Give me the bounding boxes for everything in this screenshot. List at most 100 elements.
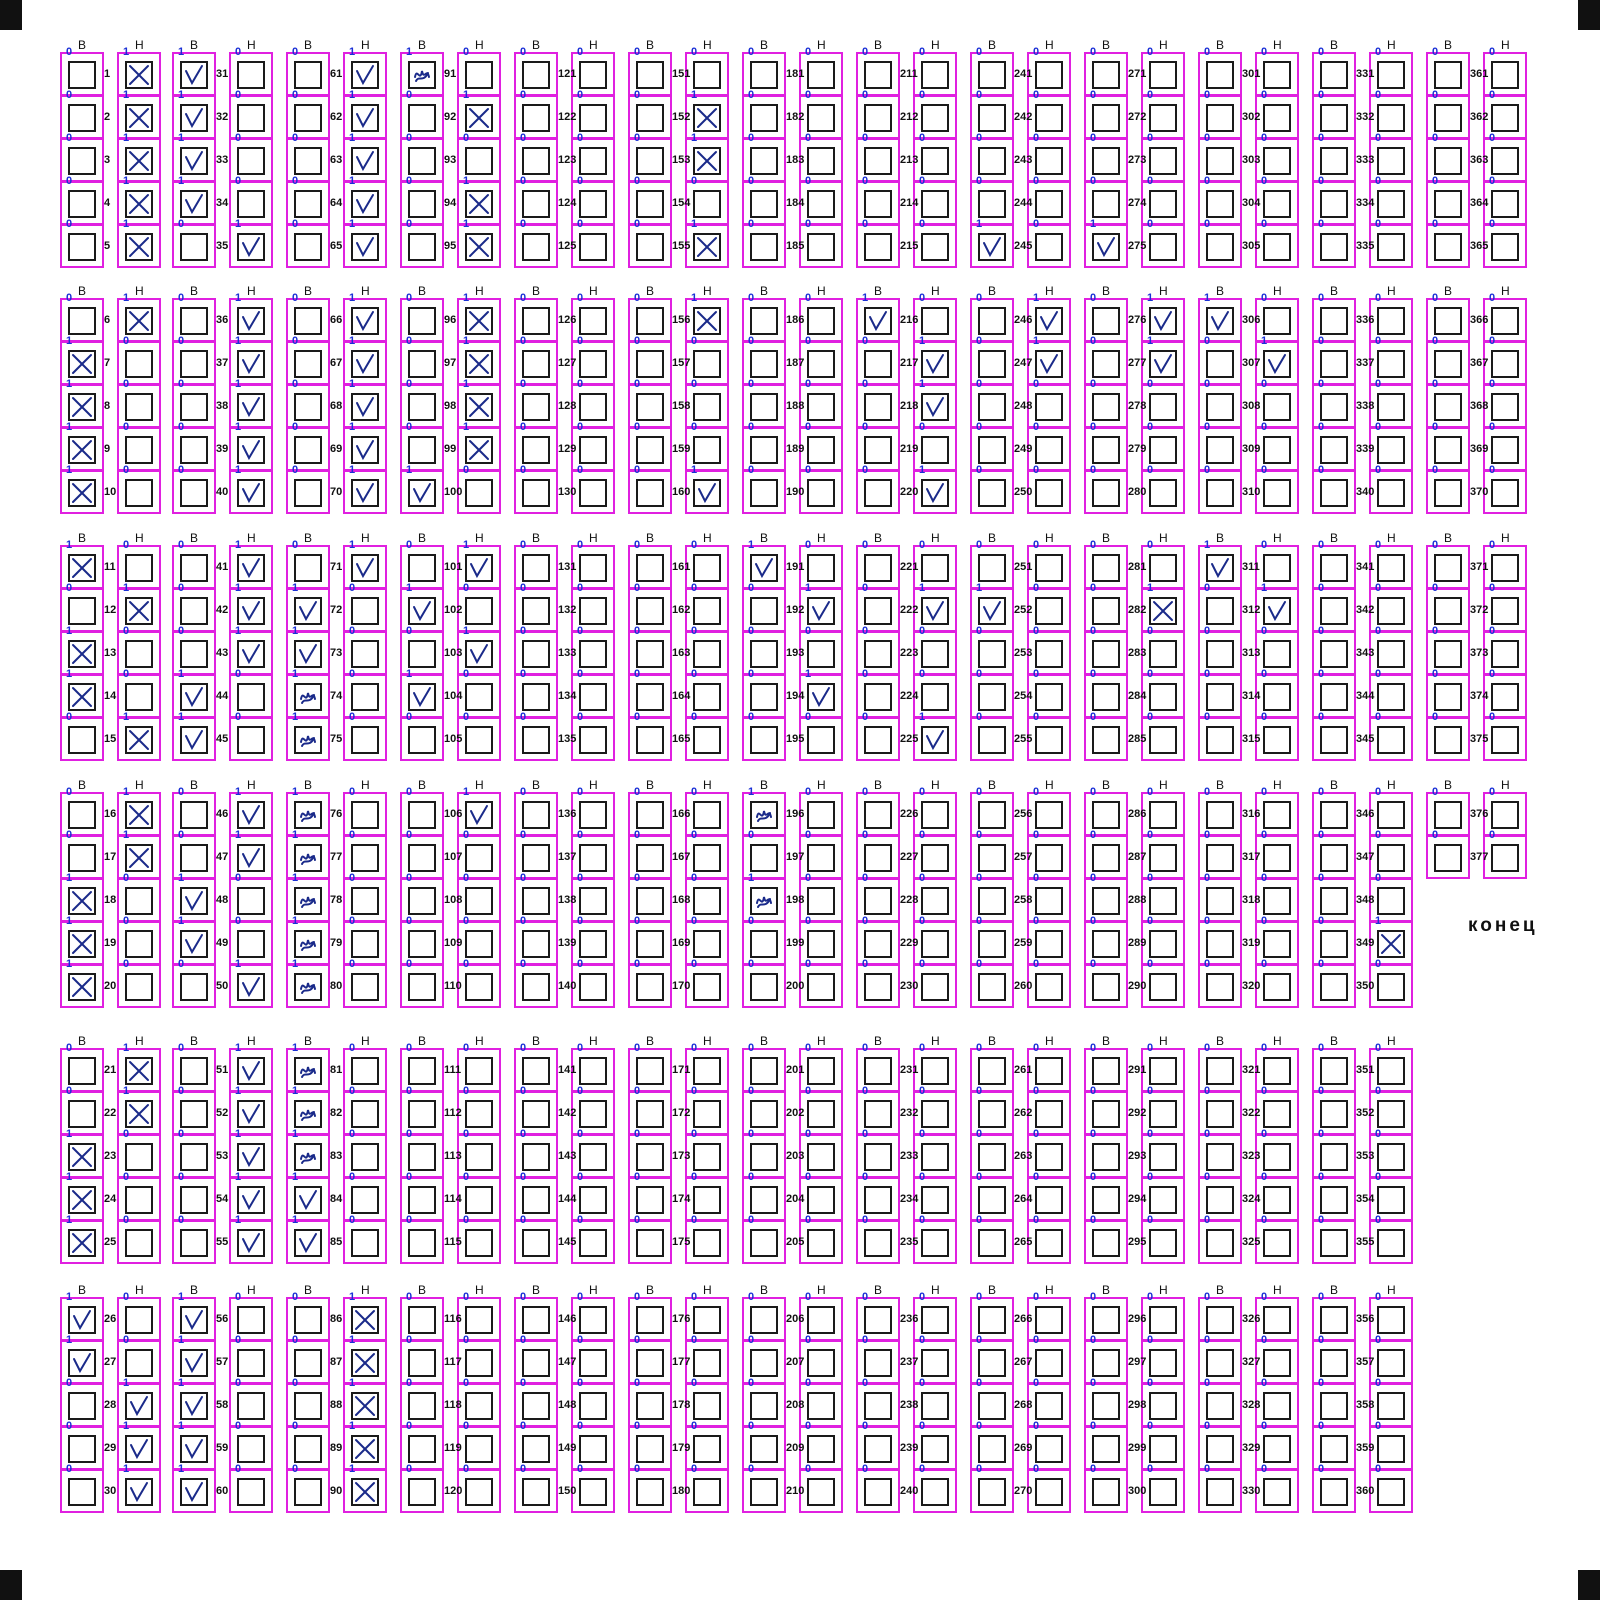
answer-box-v-193[interactable]: [750, 640, 778, 668]
answer-box-v-50[interactable]: [180, 973, 208, 1001]
answer-box-n-55[interactable]: [237, 1229, 265, 1257]
answer-box-n-257[interactable]: [1035, 844, 1063, 872]
answer-box-n-155[interactable]: [693, 233, 721, 261]
answer-box-n-152[interactable]: [693, 104, 721, 132]
answer-box-n-115[interactable]: [465, 1229, 493, 1257]
answer-box-v-361[interactable]: [1434, 61, 1462, 89]
answer-box-n-91[interactable]: [465, 61, 493, 89]
answer-box-n-184[interactable]: [807, 190, 835, 218]
answer-box-v-338[interactable]: [1320, 393, 1348, 421]
answer-box-n-112[interactable]: [465, 1100, 493, 1128]
answer-box-n-7[interactable]: [125, 350, 153, 378]
answer-box-n-258[interactable]: [1035, 887, 1063, 915]
answer-box-v-348[interactable]: [1320, 887, 1348, 915]
answer-box-n-226[interactable]: [921, 801, 949, 829]
answer-box-n-237[interactable]: [921, 1349, 949, 1377]
answer-box-v-89[interactable]: [294, 1435, 322, 1463]
answer-box-n-302[interactable]: [1263, 104, 1291, 132]
answer-box-v-45[interactable]: [180, 726, 208, 754]
answer-box-v-51[interactable]: [180, 1057, 208, 1085]
answer-box-v-352[interactable]: [1320, 1100, 1348, 1128]
answer-box-n-281[interactable]: [1149, 554, 1177, 582]
answer-box-n-11[interactable]: [125, 554, 153, 582]
answer-box-v-320[interactable]: [1206, 973, 1234, 1001]
answer-box-v-148[interactable]: [522, 1392, 550, 1420]
answer-box-n-29[interactable]: [125, 1435, 153, 1463]
answer-box-v-182[interactable]: [750, 104, 778, 132]
answer-box-v-104[interactable]: [408, 683, 436, 711]
answer-box-n-165[interactable]: [693, 726, 721, 754]
answer-box-n-366[interactable]: [1491, 307, 1519, 335]
answer-box-n-185[interactable]: [807, 233, 835, 261]
answer-box-v-177[interactable]: [636, 1349, 664, 1377]
answer-box-n-323[interactable]: [1263, 1143, 1291, 1171]
answer-box-v-355[interactable]: [1320, 1229, 1348, 1257]
answer-box-v-289[interactable]: [1092, 930, 1120, 958]
answer-box-n-65[interactable]: [351, 233, 379, 261]
answer-box-n-219[interactable]: [921, 436, 949, 464]
answer-box-v-353[interactable]: [1320, 1143, 1348, 1171]
answer-box-v-4[interactable]: [68, 190, 96, 218]
answer-box-v-44[interactable]: [180, 683, 208, 711]
answer-box-n-159[interactable]: [693, 436, 721, 464]
answer-box-v-83[interactable]: [294, 1143, 322, 1171]
answer-box-v-222[interactable]: [864, 597, 892, 625]
answer-box-n-220[interactable]: [921, 479, 949, 507]
answer-box-v-259[interactable]: [978, 930, 1006, 958]
answer-box-v-67[interactable]: [294, 350, 322, 378]
answer-box-n-136[interactable]: [579, 801, 607, 829]
answer-box-n-370[interactable]: [1491, 479, 1519, 507]
answer-box-v-231[interactable]: [864, 1057, 892, 1085]
answer-box-n-361[interactable]: [1491, 61, 1519, 89]
answer-box-v-114[interactable]: [408, 1186, 436, 1214]
answer-box-v-280[interactable]: [1092, 479, 1120, 507]
answer-box-n-90[interactable]: [351, 1478, 379, 1506]
answer-box-n-20[interactable]: [125, 973, 153, 1001]
answer-box-v-115[interactable]: [408, 1229, 436, 1257]
answer-box-n-291[interactable]: [1149, 1057, 1177, 1085]
answer-box-n-162[interactable]: [693, 597, 721, 625]
answer-box-n-14[interactable]: [125, 683, 153, 711]
answer-box-v-249[interactable]: [978, 436, 1006, 464]
answer-box-v-205[interactable]: [750, 1229, 778, 1257]
answer-box-n-46[interactable]: [237, 801, 265, 829]
answer-box-v-288[interactable]: [1092, 887, 1120, 915]
answer-box-n-150[interactable]: [579, 1478, 607, 1506]
answer-box-n-293[interactable]: [1149, 1143, 1177, 1171]
answer-box-v-136[interactable]: [522, 801, 550, 829]
answer-box-v-247[interactable]: [978, 350, 1006, 378]
answer-box-n-123[interactable]: [579, 147, 607, 175]
answer-box-n-336[interactable]: [1377, 307, 1405, 335]
answer-box-v-250[interactable]: [978, 479, 1006, 507]
answer-box-n-71[interactable]: [351, 554, 379, 582]
answer-box-n-315[interactable]: [1263, 726, 1291, 754]
answer-box-v-327[interactable]: [1206, 1349, 1234, 1377]
answer-box-n-209[interactable]: [807, 1435, 835, 1463]
answer-box-v-121[interactable]: [522, 61, 550, 89]
answer-box-v-176[interactable]: [636, 1306, 664, 1334]
answer-box-v-308[interactable]: [1206, 393, 1234, 421]
answer-box-n-33[interactable]: [237, 147, 265, 175]
answer-box-n-56[interactable]: [237, 1306, 265, 1334]
answer-box-v-305[interactable]: [1206, 233, 1234, 261]
answer-box-n-31[interactable]: [237, 61, 265, 89]
answer-box-n-195[interactable]: [807, 726, 835, 754]
answer-box-v-57[interactable]: [180, 1349, 208, 1377]
answer-box-n-110[interactable]: [465, 973, 493, 1001]
answer-box-v-311[interactable]: [1206, 554, 1234, 582]
answer-box-n-50[interactable]: [237, 973, 265, 1001]
answer-box-v-256[interactable]: [978, 801, 1006, 829]
answer-box-n-326[interactable]: [1263, 1306, 1291, 1334]
answer-box-v-211[interactable]: [864, 61, 892, 89]
answer-box-v-27[interactable]: [68, 1349, 96, 1377]
answer-box-v-306[interactable]: [1206, 307, 1234, 335]
answer-box-n-88[interactable]: [351, 1392, 379, 1420]
answer-box-n-28[interactable]: [125, 1392, 153, 1420]
answer-box-n-350[interactable]: [1377, 973, 1405, 1001]
answer-box-n-355[interactable]: [1377, 1229, 1405, 1257]
answer-box-v-73[interactable]: [294, 640, 322, 668]
answer-box-n-30[interactable]: [125, 1478, 153, 1506]
answer-box-v-8[interactable]: [68, 393, 96, 421]
answer-box-v-2[interactable]: [68, 104, 96, 132]
answer-box-n-321[interactable]: [1263, 1057, 1291, 1085]
